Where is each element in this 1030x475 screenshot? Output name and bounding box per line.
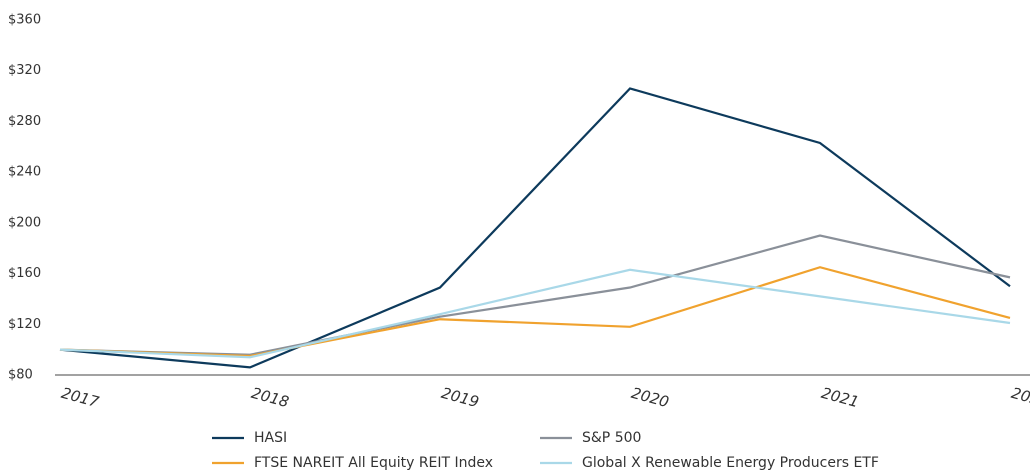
line-series [59, 234, 1011, 356]
y-tick-label: $160 [8, 266, 41, 281]
legend-label: HASI [254, 430, 287, 446]
y-tick-label: $320 [8, 63, 41, 78]
y-tick-label: $200 [8, 215, 41, 230]
y-tick-label: $240 [8, 165, 41, 180]
y-tick-label: $360 [8, 13, 41, 28]
x-tick-label: 2017 [59, 384, 101, 411]
x-tick-label: 2019 [439, 384, 481, 411]
x-tick-label: 2022 [1009, 384, 1030, 411]
line-series [59, 87, 1011, 369]
line-series [59, 266, 1011, 358]
legend-label: FTSE NAREIT All Equity REIT Index [254, 455, 493, 471]
x-tick-label: 2020 [629, 384, 671, 411]
legend-label: S&P 500 [582, 430, 641, 446]
y-tick-label: $120 [8, 317, 41, 332]
y-tick-label: $80 [8, 368, 33, 383]
x-tick-label: 2018 [249, 384, 291, 411]
x-tick-label: 2021 [819, 384, 861, 411]
legend-label: Global X Renewable Energy Producers ETF [582, 455, 879, 471]
y-tick-label: $280 [8, 114, 41, 129]
line-series [59, 268, 1011, 359]
